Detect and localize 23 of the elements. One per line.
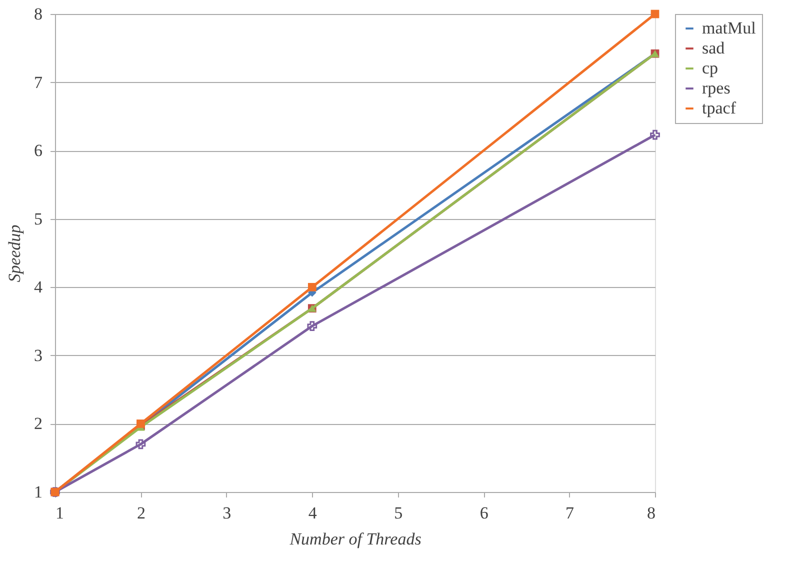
legend-label: matMul [702, 18, 756, 38]
legend-label: rpes [702, 78, 730, 98]
x-tick-label: 2 [136, 504, 146, 522]
legend-label: sad [702, 38, 726, 58]
y-tick-label: 2 [34, 414, 42, 434]
y-tick-label: 7 [34, 72, 43, 92]
y-tick-label: 6 [34, 141, 42, 160]
x-tick-label: 6 [480, 504, 488, 522]
x-tick-label: 4 [308, 504, 318, 522]
x-tick-label: 7 [566, 504, 575, 522]
y-tick-label: 4 [34, 278, 43, 297]
legend-label: cp [702, 58, 718, 78]
x-tick-label: 5 [394, 504, 403, 522]
y-tick-label: 3 [34, 346, 42, 365]
y-tick-label: 1 [34, 482, 42, 502]
x-tick-label: 3 [222, 504, 232, 522]
x-tick-label: 1 [56, 504, 64, 522]
legend-label: tpacf [702, 98, 736, 118]
y-axis-title: Speedup [5, 224, 24, 282]
x-tick-label: 8 [647, 504, 656, 522]
x-axis-title: Number of Threads [288, 530, 422, 548]
y-tick-label: 5 [34, 209, 42, 228]
y-tick-label: 8 [34, 4, 42, 24]
